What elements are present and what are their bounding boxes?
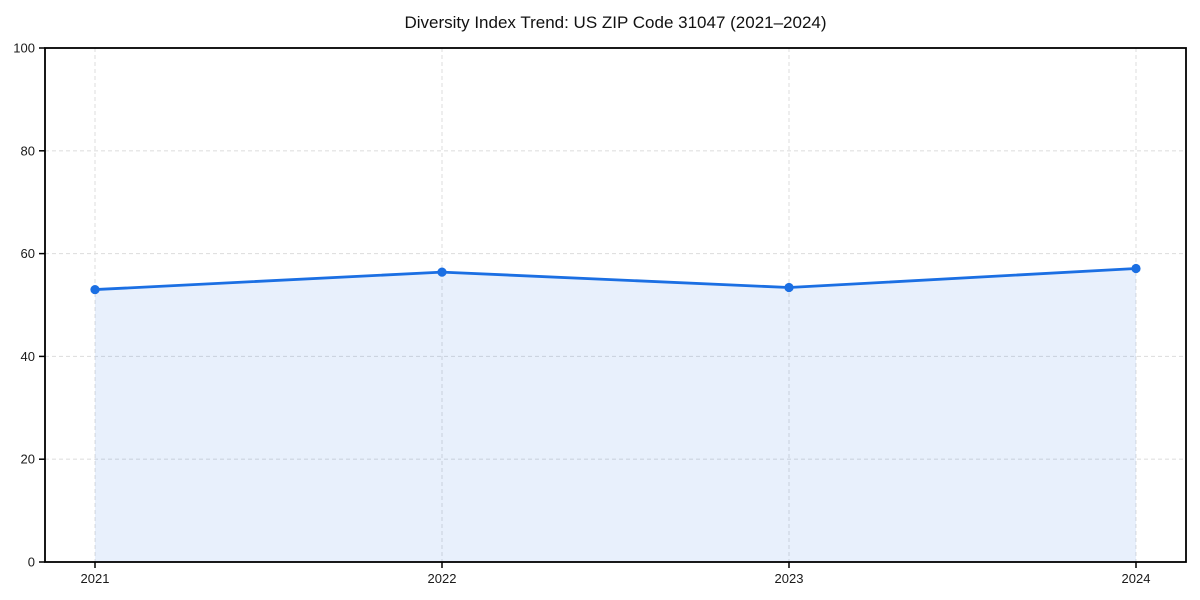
y-tick-label: 80 [21, 143, 35, 158]
data-point-2023 [784, 282, 794, 293]
x-tick-label: 2023 [775, 571, 804, 586]
x-tick-label: 2021 [81, 571, 110, 586]
data-point-2024 [1131, 263, 1141, 274]
gridlines [45, 48, 1186, 562]
data-points [90, 263, 1141, 295]
y-tick-label: 100 [13, 41, 35, 56]
y-tick-label: 0 [28, 555, 35, 570]
y-tick-label: 60 [21, 246, 35, 261]
axis-ticks [39, 47, 1137, 568]
data-point-2022 [437, 267, 447, 277]
y-tick-label: 20 [21, 452, 35, 467]
y-tick-label: 40 [21, 349, 35, 364]
area-fill [95, 268, 1136, 562]
chart-title: Diversity Index Trend: US ZIP Code 31047… [404, 13, 827, 32]
trend-line [93, 267, 1138, 291]
axis-tick-labels: 0 20 40 60 80 100 2021 2022 2023 2024 [13, 41, 1150, 587]
data-point-2021 [90, 284, 100, 295]
x-tick-label: 2024 [1122, 571, 1151, 586]
plot-border [44, 47, 1187, 563]
x-tick-label: 2022 [428, 571, 457, 586]
